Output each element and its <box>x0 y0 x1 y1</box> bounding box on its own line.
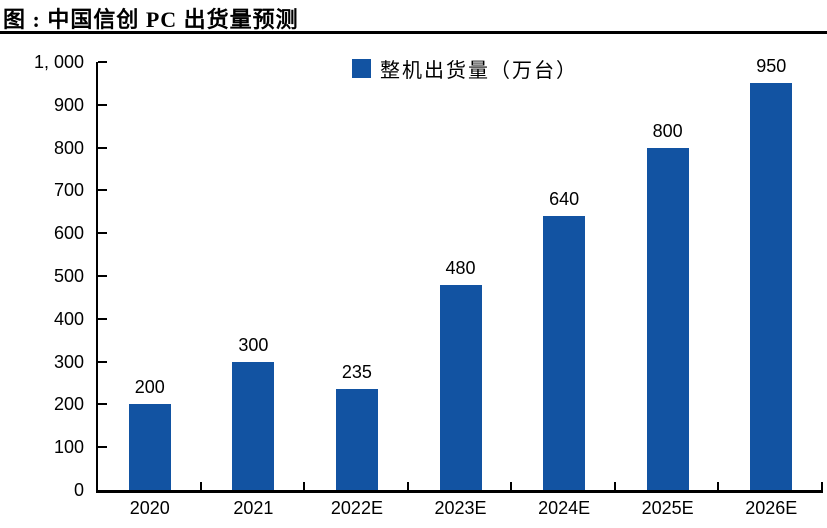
x-axis-tick <box>510 482 513 490</box>
bar-value-label: 480 <box>445 257 476 278</box>
bar-2020 <box>128 404 171 490</box>
bar-columns: 200 2020 300 2021 235 2022E 480 2023E 640 2024E 80… <box>98 57 823 517</box>
y-axis-tick <box>98 403 107 406</box>
x-axis-tick <box>613 482 616 490</box>
y-axis-tick-label: 0 <box>73 480 84 500</box>
bar-2023E <box>439 284 482 490</box>
y-axis-tick-label: 800 <box>53 137 84 158</box>
x-axis-tick <box>303 482 306 490</box>
bar-column: 640 2024E <box>512 62 616 517</box>
x-axis-tick <box>406 482 409 490</box>
y-axis-tick <box>98 446 107 449</box>
legend-swatch-icon <box>352 59 371 78</box>
y-axis-tick-label: 200 <box>53 394 84 415</box>
legend: 整机出货量（万台） <box>352 54 578 83</box>
y-axis-tick-label: 100 <box>53 437 84 458</box>
x-axis-tick <box>717 482 720 490</box>
bar-value-label: 640 <box>549 189 580 210</box>
bar-column: 950 2026E <box>719 57 823 517</box>
bar-column: 300 2021 <box>202 62 306 517</box>
bar-2026E <box>750 83 793 490</box>
y-axis-tick <box>98 275 107 277</box>
x-category-label: 2023E <box>434 498 487 518</box>
y-axis-tick-label: 1, 000 <box>33 52 84 72</box>
bar-value-label: 950 <box>756 56 787 77</box>
y-axis-tick-label: 400 <box>53 308 84 329</box>
y-axis-tick-label: 900 <box>53 94 84 115</box>
y-axis-tick <box>98 360 107 363</box>
y-axis-tick-label: 600 <box>53 223 84 244</box>
bar-value-label: 200 <box>134 377 165 398</box>
legend-label: 整机出货量（万台） <box>380 60 578 82</box>
bar-2025E <box>646 147 689 490</box>
y-axis-tick <box>98 146 107 149</box>
y-axis: 0 100 200 300 400 500 600 700 800 900 1, 000 <box>0 53 84 499</box>
y-axis-tick-label: 300 <box>53 351 84 372</box>
y-axis-tick <box>98 317 107 320</box>
bar-2021 <box>232 361 275 490</box>
bar-value-label: 300 <box>238 334 269 355</box>
x-axis-tick <box>821 482 823 490</box>
plot-area: 200 2020 300 2021 235 2022E 480 2023E 640 2024E 80… <box>96 57 823 517</box>
x-axis-tick <box>199 482 202 490</box>
x-category-label: 2025E <box>641 498 694 518</box>
bar-column: 800 2025E <box>616 62 720 517</box>
y-axis-tick <box>98 189 107 192</box>
y-axis-tick-label: 700 <box>53 180 84 201</box>
y-axis-tick-label: 500 <box>53 266 84 286</box>
x-category-label: 2026E <box>745 498 798 518</box>
bar-column: 235 2022E <box>305 62 409 517</box>
bar-2024E <box>543 216 586 490</box>
x-category-label: 2024E <box>538 498 591 518</box>
bar-column: 200 2020 <box>98 62 202 517</box>
chart-title: 图 : 中国信创 PC 出货量预测 <box>3 7 299 32</box>
bar-2022E <box>335 389 378 490</box>
y-axis-tick <box>98 61 107 63</box>
bar-value-label: 235 <box>341 362 372 383</box>
bar-value-label: 800 <box>652 120 683 141</box>
x-category-label: 2020 <box>129 498 170 518</box>
title-underline-rule <box>0 31 827 34</box>
x-category-label: 2021 <box>233 498 274 518</box>
x-category-label: 2022E <box>330 498 383 518</box>
bar-column: 480 2023E <box>409 62 513 517</box>
y-axis-tick <box>98 103 107 106</box>
y-axis-tick <box>98 232 107 235</box>
